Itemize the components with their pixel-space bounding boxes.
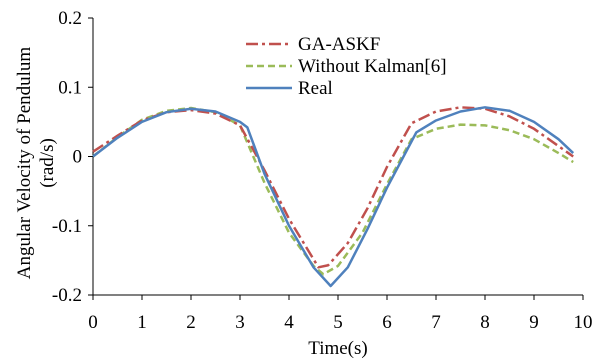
y-tick-label: 0.2 (58, 8, 82, 29)
x-tick-label: 6 (382, 312, 392, 333)
x-axis-label: Time(s) (308, 338, 367, 359)
x-ticks: 0 1 2 3 4 5 6 7 8 9 10 (88, 295, 593, 333)
y-ticks: 0.2 0.1 0 -0.1 -0.2 (52, 8, 93, 306)
legend-label: Real (298, 78, 333, 99)
series-line-without-kalman-6 (92, 106, 574, 276)
y-tick-label: 0 (73, 147, 83, 168)
x-tick-label: 10 (574, 312, 593, 333)
x-tick-label: 2 (186, 312, 196, 333)
series-group (92, 106, 575, 288)
legend-label: Without Kalman[6] (298, 56, 447, 77)
x-tick-label: 0 (88, 312, 98, 333)
x-tick-label: 5 (333, 312, 343, 333)
y-axis-label-line-2: (rad/s) (37, 138, 58, 188)
series-line-ga-askf (92, 106, 574, 269)
x-tick-label: 3 (235, 312, 245, 333)
series-line-real (92, 106, 575, 288)
y-axis-label-line-1: Angular Velocity of Pendulum (14, 47, 35, 280)
legend-label: GA-ASKF (298, 34, 380, 55)
x-tick-label: 4 (284, 312, 294, 333)
y-tick-label: 0.1 (58, 77, 82, 98)
x-tick-label: 8 (480, 312, 490, 333)
x-tick-label: 7 (431, 312, 441, 333)
x-tick-label: 1 (137, 312, 147, 333)
x-tick-label: 9 (529, 312, 539, 333)
y-tick-label: -0.2 (52, 285, 82, 306)
y-tick-label: -0.1 (52, 216, 82, 237)
y-axis-label: Angular Velocity of Pendulum (rad/s) (14, 47, 58, 280)
